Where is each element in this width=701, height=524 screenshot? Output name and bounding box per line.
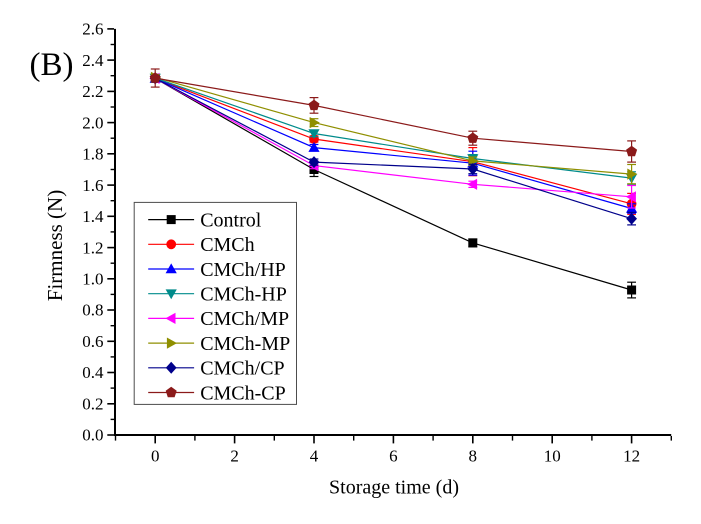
svg-text:(B): (B) bbox=[30, 47, 74, 83]
svg-text:2.6: 2.6 bbox=[82, 20, 103, 39]
svg-text:8: 8 bbox=[469, 447, 478, 466]
svg-text:6: 6 bbox=[389, 447, 398, 466]
svg-text:0: 0 bbox=[151, 447, 160, 466]
svg-text:1.4: 1.4 bbox=[82, 207, 104, 226]
svg-text:CMCh-HP: CMCh-HP bbox=[200, 284, 287, 306]
svg-text:2.0: 2.0 bbox=[82, 113, 103, 132]
svg-text:10: 10 bbox=[544, 447, 561, 466]
svg-text:CMCh/MP: CMCh/MP bbox=[200, 308, 289, 330]
svg-text:1.2: 1.2 bbox=[82, 238, 103, 257]
svg-text:0.2: 0.2 bbox=[82, 395, 103, 414]
svg-text:CMCh-CP: CMCh-CP bbox=[200, 382, 286, 404]
svg-text:2: 2 bbox=[230, 447, 239, 466]
svg-text:CMCh/CP: CMCh/CP bbox=[200, 358, 284, 380]
svg-text:Control: Control bbox=[200, 209, 262, 231]
svg-text:Firmness (N): Firmness (N) bbox=[43, 190, 67, 301]
svg-text:CMCh: CMCh bbox=[200, 234, 254, 256]
svg-text:1.0: 1.0 bbox=[82, 270, 103, 289]
svg-text:0.0: 0.0 bbox=[82, 426, 103, 445]
svg-text:CMCh/HP: CMCh/HP bbox=[200, 259, 286, 281]
svg-text:2.2: 2.2 bbox=[82, 82, 103, 101]
svg-text:0.4: 0.4 bbox=[82, 363, 104, 382]
svg-text:2.4: 2.4 bbox=[82, 51, 104, 70]
svg-text:12: 12 bbox=[623, 447, 640, 466]
svg-text:0.8: 0.8 bbox=[82, 301, 103, 320]
svg-text:1.8: 1.8 bbox=[82, 145, 103, 164]
svg-text:0.6: 0.6 bbox=[82, 332, 103, 351]
svg-text:4: 4 bbox=[310, 447, 319, 466]
svg-text:Storage time (d): Storage time (d) bbox=[329, 477, 459, 499]
svg-text:1.6: 1.6 bbox=[82, 176, 103, 195]
svg-text:CMCh-MP: CMCh-MP bbox=[200, 333, 290, 355]
